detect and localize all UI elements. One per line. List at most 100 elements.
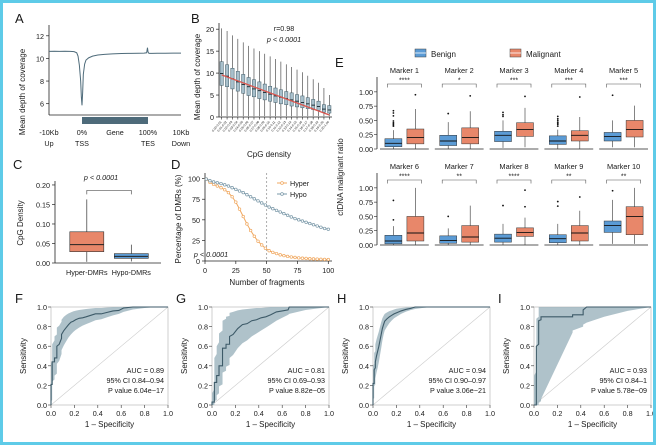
panel-e-ytick-label: 0.75 xyxy=(359,198,373,207)
panel-d-point xyxy=(274,208,279,213)
roc-ytick-label: 0.0 xyxy=(359,401,369,410)
panel-b-yticks: 0 5 10 15 20 xyxy=(206,25,219,122)
panel-e-outlier xyxy=(392,120,395,122)
panel-a-xticks: -10Kb Up 0% TSS Gene 100% TES 10Kb Down xyxy=(39,128,190,148)
roc-xtick-label: 0.8 xyxy=(301,409,311,418)
panel-d-point xyxy=(326,257,330,262)
panel-e-group-title: Marker 5 xyxy=(609,66,638,75)
panel-b-xlabel: CpG density xyxy=(247,150,291,159)
panel-b-box xyxy=(322,104,326,113)
panel-e-outlier xyxy=(447,215,450,218)
panel-e-bracket xyxy=(551,83,587,88)
panel-d-point xyxy=(226,184,231,188)
panel-e-outlier xyxy=(392,112,395,114)
roc-ylabel: Sensitivity xyxy=(341,338,350,374)
roc-xlabel: 1 – Specificity xyxy=(568,420,617,429)
panel-b-letter: B xyxy=(191,11,200,26)
roc-panel-letter: H xyxy=(337,291,346,306)
panel-d-point xyxy=(282,253,286,258)
roc-xtick-label: 0.2 xyxy=(69,409,79,418)
panel-e-letter: E xyxy=(335,55,344,70)
roc-ci-label: 95% CI 0.84–0.94 xyxy=(106,376,164,385)
roc-diagonal xyxy=(211,306,330,406)
roc-ytick-label: 0.0 xyxy=(37,401,47,410)
panel-d-point xyxy=(300,256,305,260)
roc-panel-i: I Sensitivity 0.00.0 0.2 0.2 0.4 0.4 0.6 0.6 0.8 0… xyxy=(498,291,653,429)
roc-ytick-label: 0.8 xyxy=(359,323,369,332)
panel-d-line-hypo xyxy=(206,178,329,230)
panel-d-point xyxy=(248,195,253,199)
roc-ytick-label: 0.6 xyxy=(520,342,530,351)
panel-c-bracket-path xyxy=(86,190,132,195)
panel-d-point xyxy=(315,257,319,261)
panel-d-point xyxy=(241,214,245,219)
roc-plot-frame xyxy=(50,306,169,406)
panel-c-xtick-label: Hypo-DMRs xyxy=(112,268,152,277)
panel-e-box xyxy=(384,235,403,245)
panel-d-point xyxy=(260,201,264,205)
panel-e-bracket xyxy=(496,83,532,88)
roc-ytick-label: 0.4 xyxy=(198,362,208,371)
panel-d-plot: D Percentage of DMRs (%) 0 25 50 75 100 Hype… xyxy=(171,157,334,287)
panel-c-plot: C CpG Density p < 0.0001 0.00 0.05 0.10 0.1… xyxy=(13,157,161,277)
panel-e-outlier xyxy=(556,121,559,124)
panel-a-ytick-label: 12 xyxy=(36,32,44,41)
panel-d-point xyxy=(215,184,219,188)
panel-b-box xyxy=(252,79,256,98)
panel-d-legend-marker xyxy=(280,192,284,196)
panel-b-xtick-label: 0.09-0.10 xyxy=(259,120,271,133)
roc-ytick-label: 1.0 xyxy=(37,303,47,312)
panel-c-xticklabels: Hyper-DMRs Hypo-DMRs xyxy=(66,268,151,277)
panel-d-point xyxy=(293,255,297,260)
panel-c-ytick-label: 0.05 xyxy=(36,239,50,248)
panel-d-point xyxy=(263,246,268,250)
panel-e-outlier xyxy=(502,204,504,207)
panel-b-xtick-label: 0.17-0.18 xyxy=(302,120,314,133)
panel-b-xtick-label: 0.08-0.09 xyxy=(254,120,266,133)
panel-e-outlier xyxy=(392,199,395,202)
roc-ytick-label: 0.8 xyxy=(198,323,208,332)
roc-diagonal xyxy=(533,306,652,406)
roc-xtick-label: 0.4 xyxy=(254,409,264,418)
panel-d-ytick-label: 100 xyxy=(188,175,200,184)
panel-d-point xyxy=(234,187,238,192)
panel-d-xtick-label: 50 xyxy=(263,266,271,275)
panel-d-point xyxy=(252,234,256,238)
roc-panel-letter: F xyxy=(15,291,23,306)
panel-d-point xyxy=(278,253,282,257)
panel-b-xtick-label: 0.00-0.01 xyxy=(211,120,223,133)
panel-d-point xyxy=(241,190,245,195)
roc-ytick-label: 0.2 xyxy=(37,381,47,390)
panel-d-point xyxy=(297,256,301,260)
panel-d-point xyxy=(285,213,290,217)
roc-xtick-label: 0.6 xyxy=(599,409,609,418)
roc-ytick-label: 0.8 xyxy=(37,323,47,332)
panel-d-legend: Hyper Hypo xyxy=(277,179,310,199)
roc-ytick-label: 0.4 xyxy=(37,362,47,371)
panel-b-xtick-label: 0.03-0.04 xyxy=(227,120,239,133)
panel-d-point xyxy=(311,257,316,261)
panel-d-point xyxy=(304,220,308,224)
panel-d-point xyxy=(219,181,223,186)
panel-a-ylabel: Mean depth of coverage xyxy=(18,48,27,135)
panel-a-xtick-label: Gene xyxy=(106,128,124,137)
panel-e-outlier xyxy=(611,94,614,97)
panel-e-outlier xyxy=(392,218,395,221)
panel-b-xtick-label: 0.01-0.02 xyxy=(216,120,228,133)
panel-d-point xyxy=(230,195,234,199)
panel-a-ytick-label: 8 xyxy=(40,77,44,86)
roc-panel-h: H Sensitivity 0.00.0 0.2 0.2 0.4 0.4 0.6 0.6 0.8 0… xyxy=(337,291,495,429)
panel-e-outlier xyxy=(469,94,472,97)
panel-d-point xyxy=(322,226,327,231)
panel-e-outlier xyxy=(556,117,559,120)
panel-e-outlier xyxy=(414,93,417,96)
panel-e-bracket xyxy=(441,179,477,184)
panel-d-point xyxy=(293,216,297,221)
panel-e-outlier xyxy=(502,115,504,118)
panel-e: E Benign Malignant ctDNA malignant ratio … xyxy=(333,37,653,287)
roc-auc-label: AUC = 0.94 xyxy=(449,366,486,375)
roc-ylabel: Sensitivity xyxy=(19,338,28,374)
panel-b-xtick-label: 0.06-0.07 xyxy=(243,120,255,133)
panel-e-ytick-label: 0.75 xyxy=(359,102,373,111)
roc-pvalue-label: P value 8.82e−05 xyxy=(269,386,325,395)
